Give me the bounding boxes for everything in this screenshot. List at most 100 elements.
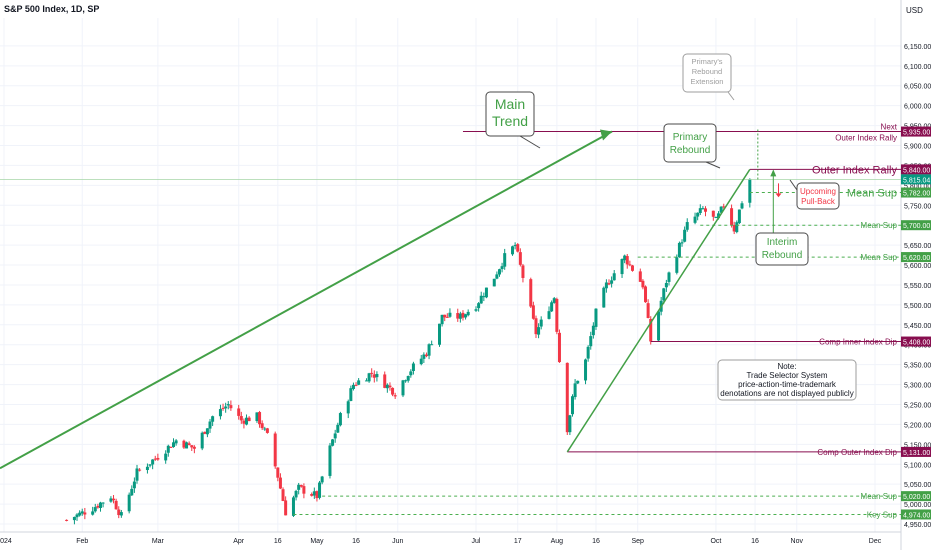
candle-body	[573, 383, 577, 398]
candle-body	[91, 511, 95, 515]
candle-body	[101, 502, 105, 504]
candle-body	[336, 424, 340, 433]
candle-body	[190, 445, 194, 448]
candle-body	[717, 213, 721, 219]
extension-label: Rebound	[692, 67, 722, 76]
candle-body	[229, 405, 233, 409]
candle-body	[531, 305, 535, 319]
x-tick-label: Oct	[710, 538, 721, 545]
candle-body	[83, 512, 87, 515]
candle-body	[65, 519, 69, 521]
x-tick-label: Aug	[551, 538, 564, 545]
x-tick-label: 16	[592, 538, 600, 545]
candle-body	[132, 481, 136, 489]
candle-body	[78, 512, 82, 516]
candle-body	[291, 497, 295, 516]
candle-body	[351, 384, 355, 390]
candle-body	[586, 346, 590, 359]
candle-body	[477, 303, 481, 309]
candle-body	[401, 380, 405, 396]
candle-body	[357, 380, 361, 385]
candle-body	[534, 318, 538, 335]
currency-label: USD	[906, 6, 923, 15]
candle-body	[172, 442, 176, 448]
y-tick-label: 5,550.00	[904, 283, 931, 290]
candle-body	[703, 208, 707, 212]
candle-body	[591, 325, 595, 336]
main-trend-label: Trend	[492, 113, 528, 129]
candle-body	[224, 406, 228, 409]
note-text: Note:	[777, 362, 796, 371]
candle-body	[427, 344, 431, 356]
candle-body	[247, 417, 251, 422]
candle-body	[479, 295, 483, 304]
candle-body	[492, 278, 496, 287]
x-tick-label: May	[310, 538, 324, 545]
candle-body	[456, 313, 460, 319]
level-price-tag-text: 5,131.00	[903, 450, 930, 457]
candle-body	[114, 500, 118, 510]
candle-body	[589, 336, 593, 347]
level-price-tag	[901, 491, 931, 502]
candle-body	[393, 395, 397, 397]
candle-body	[552, 298, 556, 303]
candle-body	[112, 498, 116, 501]
candle-body	[284, 500, 288, 516]
candle-body	[445, 316, 449, 318]
candle-body	[388, 385, 392, 388]
candle-body	[604, 282, 608, 289]
level-price-tag-text: 5,408.00	[903, 340, 930, 347]
candle-body	[557, 332, 561, 363]
candle-body	[607, 283, 611, 285]
candle-body	[458, 313, 462, 319]
candle-body	[281, 489, 285, 501]
candle-body	[511, 246, 515, 255]
candle-body	[430, 344, 434, 346]
candle-body	[409, 371, 413, 376]
candle-body	[218, 409, 222, 417]
candle-body	[406, 376, 410, 381]
candle-body	[164, 453, 168, 461]
candle-body	[151, 459, 155, 465]
candle-body	[320, 476, 324, 483]
candle-body	[419, 358, 423, 365]
primary-rebound-pointer	[705, 161, 721, 169]
y-tick-label: 5,900.00	[904, 144, 931, 151]
candle-body	[205, 428, 209, 435]
candle-body	[98, 502, 102, 508]
candle-body	[333, 433, 337, 439]
level-label-outer-index-rally: Outer Index Rally	[812, 164, 897, 176]
level-label-next: Next	[881, 123, 898, 132]
x-tick-label: Feb	[76, 538, 88, 545]
primary-rebound-line	[566, 169, 751, 453]
candle-body	[93, 507, 97, 512]
level-label-outer-rally: Outer Index Rally	[835, 134, 897, 143]
candle-body	[438, 323, 441, 345]
candle-body	[278, 477, 282, 489]
candle-body	[145, 466, 149, 471]
candle-body	[372, 374, 376, 378]
y-tick-label: 6,150.00	[904, 44, 931, 51]
candle-body	[547, 311, 551, 319]
pullback-label: Upcoming	[800, 187, 836, 196]
candle-body	[584, 359, 588, 381]
candle-body	[667, 272, 671, 282]
candle-body	[127, 494, 131, 512]
candle-body	[276, 467, 280, 478]
candle-body	[200, 432, 204, 449]
note-text: price-action-time-trademark	[738, 380, 837, 389]
candle-body	[156, 457, 160, 460]
x-tick-label: 16	[274, 538, 282, 545]
candle-body	[297, 484, 301, 490]
candle-body	[138, 469, 142, 471]
candle-body	[461, 312, 465, 318]
level-price-tag-text: 5,840.00	[903, 167, 930, 174]
candle-body	[714, 217, 718, 219]
candle-body	[263, 428, 267, 430]
candle-body	[677, 242, 681, 258]
candle-body	[521, 265, 525, 278]
extension-label: Primary's	[691, 57, 722, 66]
candle-body	[318, 482, 322, 498]
